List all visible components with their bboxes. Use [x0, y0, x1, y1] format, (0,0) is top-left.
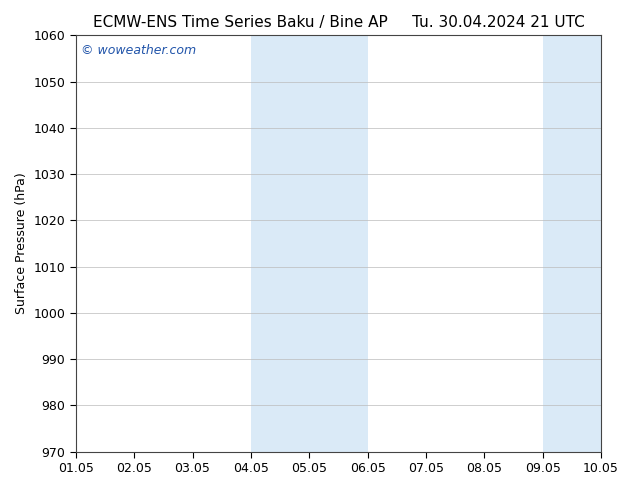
Title: ECMW-ENS Time Series Baku / Bine AP     Tu. 30.04.2024 21 UTC: ECMW-ENS Time Series Baku / Bine AP Tu. … — [93, 15, 585, 30]
Bar — [251, 35, 368, 452]
Bar — [543, 35, 601, 452]
Text: © woweather.com: © woweather.com — [81, 44, 197, 57]
Y-axis label: Surface Pressure (hPa): Surface Pressure (hPa) — [15, 172, 28, 314]
